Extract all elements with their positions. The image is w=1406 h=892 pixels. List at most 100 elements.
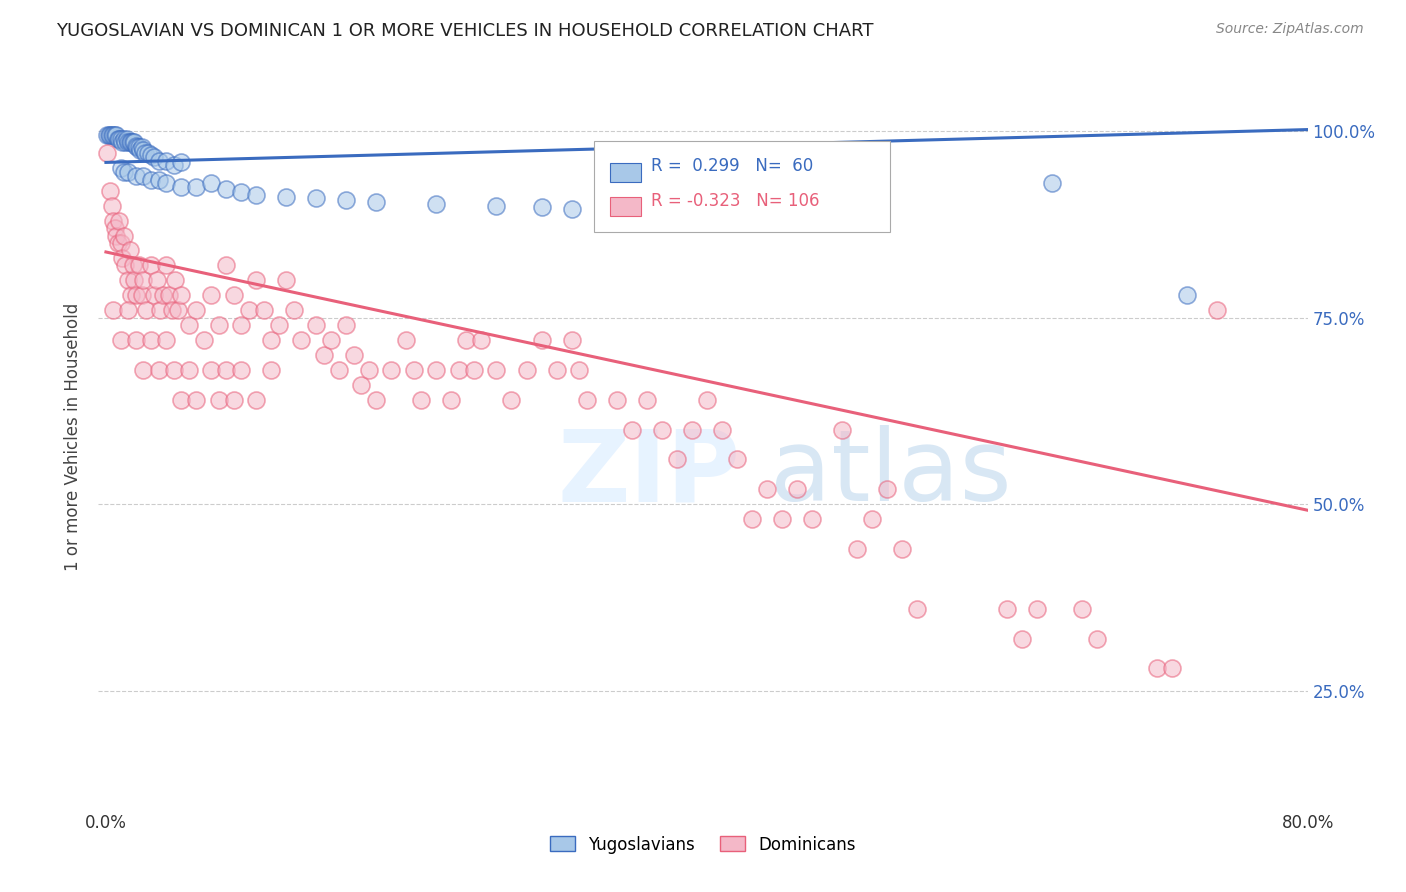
Point <box>447 363 470 377</box>
Point <box>118 135 141 149</box>
Point <box>1206 303 1229 318</box>
Point <box>163 273 186 287</box>
Point <box>305 191 328 205</box>
FancyBboxPatch shape <box>610 163 641 182</box>
Point <box>620 423 643 437</box>
Point <box>665 452 688 467</box>
Point <box>117 303 139 318</box>
Point <box>103 213 125 227</box>
Point <box>143 288 166 302</box>
Point <box>128 259 150 273</box>
Point <box>104 221 127 235</box>
Point <box>335 193 357 207</box>
Point <box>366 392 388 407</box>
Point <box>260 333 283 347</box>
Point <box>143 150 166 164</box>
Point <box>155 177 177 191</box>
Point <box>1040 177 1063 191</box>
Text: Source: ZipAtlas.com: Source: ZipAtlas.com <box>1216 22 1364 37</box>
Point <box>155 259 177 273</box>
Point <box>350 377 373 392</box>
Legend: Yugoslavians, Dominicans: Yugoslavians, Dominicans <box>543 829 863 860</box>
Point <box>125 333 148 347</box>
Point <box>149 303 172 318</box>
Point <box>561 333 583 347</box>
Point <box>103 303 125 318</box>
Point <box>651 423 673 437</box>
Point <box>741 512 763 526</box>
Point <box>335 318 357 332</box>
Point <box>139 148 162 162</box>
Point <box>891 542 914 557</box>
Point <box>129 143 152 157</box>
Point <box>118 244 141 258</box>
Point <box>125 139 148 153</box>
Point <box>107 131 129 145</box>
Point <box>905 601 928 615</box>
Point <box>456 333 478 347</box>
Point <box>470 333 492 347</box>
Point <box>215 259 238 273</box>
Point <box>245 392 267 407</box>
Point <box>103 128 125 142</box>
Point <box>135 303 157 318</box>
Point <box>139 259 162 273</box>
Point <box>606 392 628 407</box>
Point <box>177 318 200 332</box>
Point <box>146 273 169 287</box>
Point <box>463 363 485 377</box>
Point <box>1011 632 1033 646</box>
Point <box>162 363 184 377</box>
Point <box>207 392 229 407</box>
Point <box>108 131 131 145</box>
Point <box>122 135 145 149</box>
Point <box>222 288 245 302</box>
Point <box>170 155 193 169</box>
Point <box>167 303 190 318</box>
Point <box>157 288 180 302</box>
Point <box>876 483 898 497</box>
Point <box>184 180 207 194</box>
Point <box>395 333 418 347</box>
Point <box>110 131 132 145</box>
Point <box>229 363 252 377</box>
Point <box>105 228 128 243</box>
Point <box>366 194 388 209</box>
Point <box>1071 601 1094 615</box>
Point <box>530 200 553 214</box>
Point <box>148 363 170 377</box>
Point <box>125 169 148 183</box>
Point <box>568 363 591 377</box>
Point <box>276 273 298 287</box>
Point <box>215 182 238 196</box>
Text: YUGOSLAVIAN VS DOMINICAN 1 OR MORE VEHICLES IN HOUSEHOLD CORRELATION CHART: YUGOSLAVIAN VS DOMINICAN 1 OR MORE VEHIC… <box>56 22 873 40</box>
Point <box>117 273 139 287</box>
Point <box>343 348 366 362</box>
Point <box>755 483 778 497</box>
Point <box>253 303 276 318</box>
Text: ZIP: ZIP <box>558 425 741 522</box>
Point <box>105 128 128 142</box>
Point <box>121 135 143 149</box>
Point <box>200 288 222 302</box>
Point <box>134 146 156 161</box>
Point <box>238 303 260 318</box>
Point <box>681 423 703 437</box>
Point <box>124 273 146 287</box>
Point <box>561 202 583 217</box>
Point <box>177 363 200 377</box>
Y-axis label: 1 or more Vehicles in Household: 1 or more Vehicles in Household <box>65 303 83 571</box>
Point <box>111 135 134 149</box>
Point <box>132 363 155 377</box>
Point <box>112 131 135 145</box>
Point <box>132 273 155 287</box>
Point <box>229 318 252 332</box>
Point <box>184 392 207 407</box>
Point <box>100 184 122 198</box>
Point <box>121 288 143 302</box>
Point <box>215 363 238 377</box>
Point <box>112 228 135 243</box>
Point <box>110 333 132 347</box>
Point <box>380 363 402 377</box>
Point <box>96 146 118 161</box>
